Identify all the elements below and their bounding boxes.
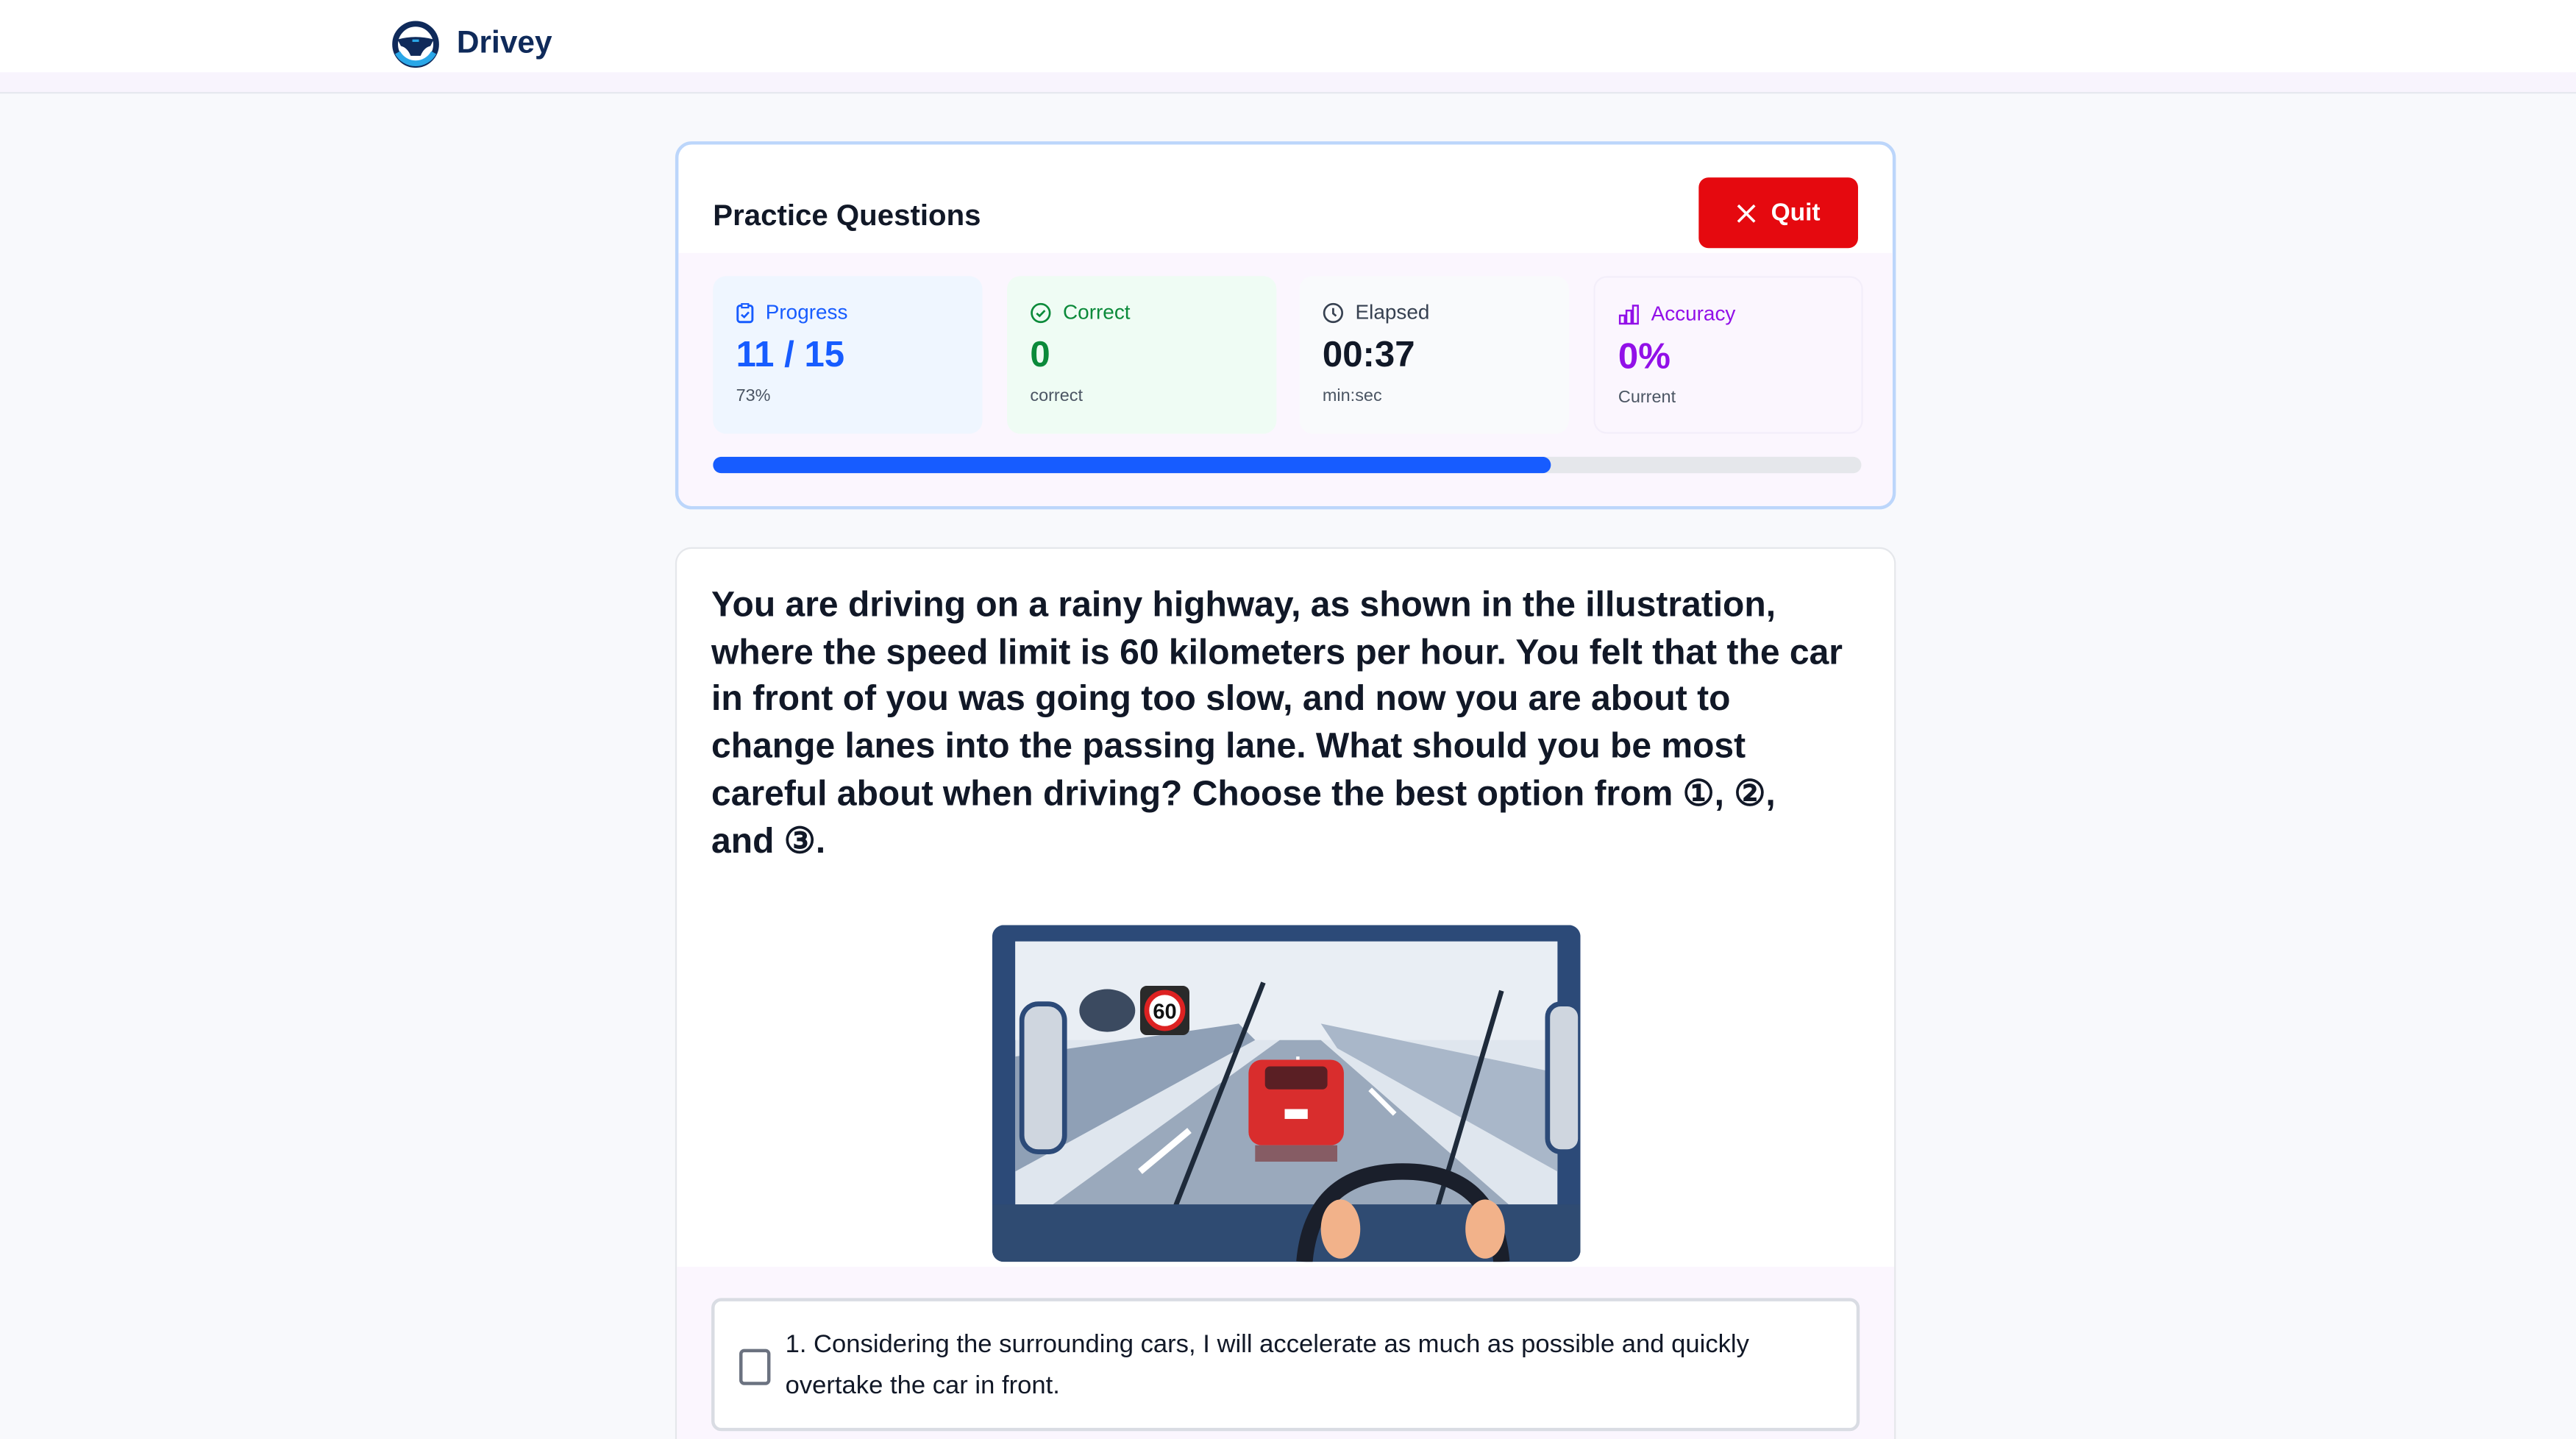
stat-progress: Progress 11 / 15 73% bbox=[713, 276, 983, 434]
option-checkbox[interactable] bbox=[739, 1349, 771, 1385]
clipboard-check-icon bbox=[736, 302, 754, 323]
stat-value: 0% bbox=[1618, 335, 1671, 377]
stat-sub: 73% bbox=[736, 385, 771, 406]
quit-button[interactable]: Quit bbox=[1698, 177, 1858, 249]
page-title: Practice Questions bbox=[713, 199, 981, 232]
stat-accuracy: Accuracy 0% Current bbox=[1593, 276, 1863, 434]
stat-value: 0 bbox=[1030, 333, 1050, 375]
question-text: You are driving on a rainy highway, as s… bbox=[711, 585, 1843, 861]
question-illustration: 60 bbox=[992, 925, 1581, 1262]
stat-value: 11 / 15 bbox=[736, 333, 845, 375]
stat-sub: correct bbox=[1030, 385, 1084, 406]
progress-bar-fill bbox=[713, 456, 1551, 474]
logo[interactable]: Drivey bbox=[391, 20, 552, 69]
answer-option-1[interactable]: 1. Considering the surrounding cars, I w… bbox=[711, 1298, 1860, 1432]
stat-label: Progress bbox=[765, 300, 848, 324]
stat-correct: Correct 0 correct bbox=[1007, 276, 1277, 434]
practice-summary-card: Practice Questions Quit Progress 11 / 15… bbox=[675, 141, 1896, 510]
progress-bar bbox=[713, 456, 1862, 474]
stat-sub: min:sec bbox=[1322, 385, 1382, 406]
quit-label: Quit bbox=[1771, 199, 1821, 227]
speed-sign-text: 60 bbox=[1153, 1001, 1176, 1024]
clock-icon bbox=[1323, 302, 1344, 322]
stat-label: Accuracy bbox=[1651, 302, 1736, 326]
close-icon bbox=[1737, 203, 1756, 222]
check-circle-icon bbox=[1031, 302, 1051, 322]
app-name: Drivey bbox=[456, 26, 552, 61]
top-nav: Drivey bbox=[0, 0, 2576, 73]
question-card: You are driving on a rainy highway, as s… bbox=[675, 547, 1896, 1439]
bar-chart-icon bbox=[1618, 304, 1639, 324]
stat-value: 00:37 bbox=[1322, 333, 1415, 375]
option-text: 1. Considering the surrounding cars, I w… bbox=[785, 1331, 1749, 1400]
stat-label: Correct bbox=[1063, 300, 1131, 324]
header-divider bbox=[0, 72, 2576, 94]
stat-elapsed: Elapsed 00:37 min:sec bbox=[1299, 276, 1569, 434]
stat-label: Elapsed bbox=[1355, 300, 1430, 324]
stat-sub: Current bbox=[1618, 388, 1676, 408]
steering-wheel-icon bbox=[392, 21, 439, 68]
